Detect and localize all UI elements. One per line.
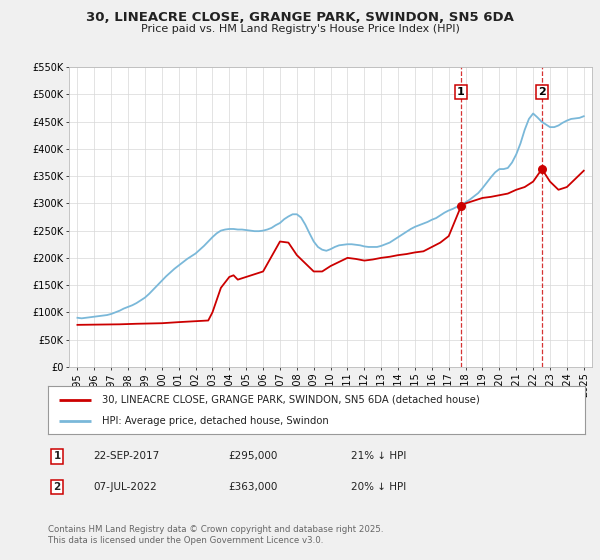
Text: £363,000: £363,000 [228, 482, 277, 492]
Point [537, 165, 547, 174]
Point [456, 202, 466, 211]
Text: HPI: Average price, detached house, Swindon: HPI: Average price, detached house, Swin… [102, 416, 328, 426]
Text: 20% ↓ HPI: 20% ↓ HPI [351, 482, 406, 492]
Text: Contains HM Land Registry data © Crown copyright and database right 2025.
This d: Contains HM Land Registry data © Crown c… [48, 525, 383, 545]
Text: 07-JUL-2022: 07-JUL-2022 [93, 482, 157, 492]
Text: 21% ↓ HPI: 21% ↓ HPI [351, 451, 406, 461]
Text: 2: 2 [538, 87, 546, 97]
Text: 30, LINEACRE CLOSE, GRANGE PARK, SWINDON, SN5 6DA (detached house): 30, LINEACRE CLOSE, GRANGE PARK, SWINDON… [102, 395, 479, 405]
Text: £295,000: £295,000 [228, 451, 277, 461]
Text: 22-SEP-2017: 22-SEP-2017 [93, 451, 159, 461]
Text: 2: 2 [53, 482, 61, 492]
Text: Price paid vs. HM Land Registry's House Price Index (HPI): Price paid vs. HM Land Registry's House … [140, 24, 460, 34]
Text: 1: 1 [53, 451, 61, 461]
Text: 1: 1 [457, 87, 465, 97]
Text: 30, LINEACRE CLOSE, GRANGE PARK, SWINDON, SN5 6DA: 30, LINEACRE CLOSE, GRANGE PARK, SWINDON… [86, 11, 514, 24]
